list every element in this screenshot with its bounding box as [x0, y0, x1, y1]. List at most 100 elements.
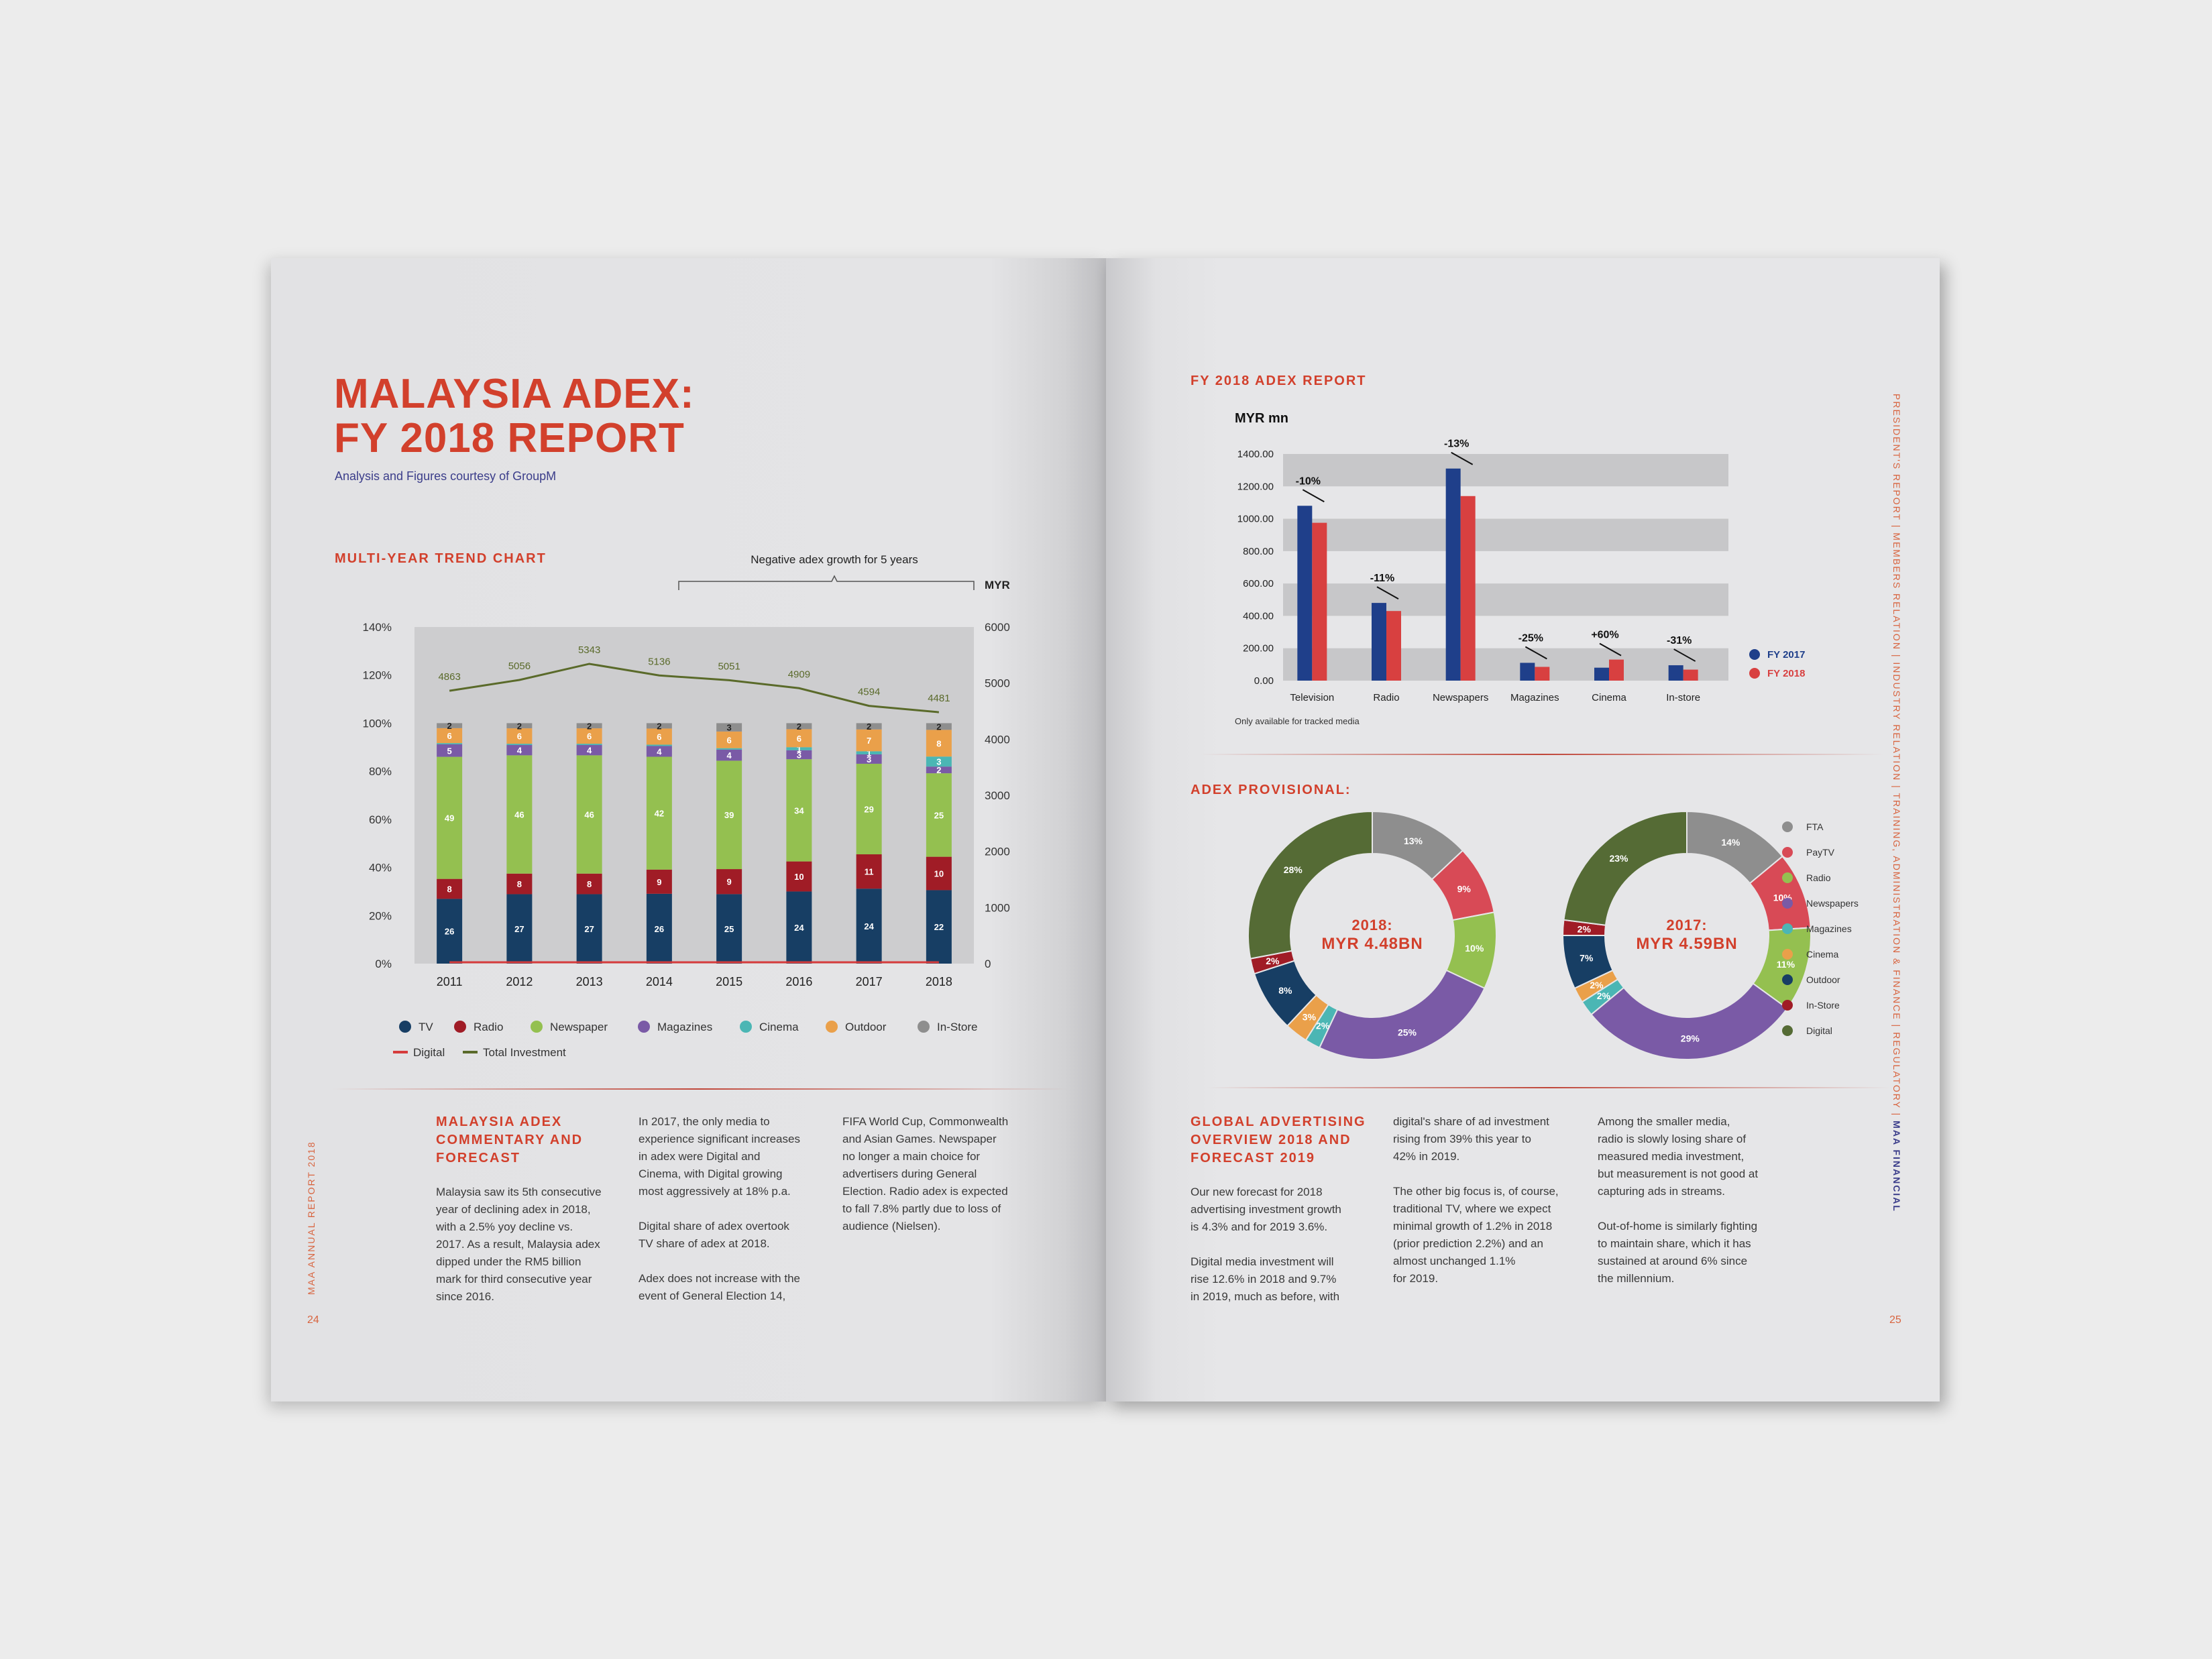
provisional-heading: ADEX PROVISIONAL:: [1191, 783, 1351, 797]
bar-segment-magazines: [926, 766, 952, 774]
bar-value-label: 8: [587, 879, 592, 889]
bar-segment-magazines: [576, 745, 602, 756]
legend-label: Radio: [1806, 872, 1831, 883]
bar-segment-tv: [506, 894, 533, 964]
bar-value-label: 6: [587, 732, 592, 742]
bar-segment-magazines: [716, 749, 742, 761]
side-nav-item[interactable]: MEMBERS RELATION: [1891, 532, 1902, 650]
total-investment-label: 4481: [928, 693, 950, 704]
x-tick: Television: [1290, 692, 1334, 703]
grid-band: [1283, 518, 1728, 551]
bar-segment-cinema: [437, 743, 463, 745]
side-nav-item[interactable]: PRESIDENT'S REPORT: [1891, 394, 1902, 521]
legend-label: Magazines: [657, 1021, 712, 1033]
bar-segment-magazines: [646, 746, 672, 757]
fy-adex-heading: FY 2018 ADEX REPORT: [1191, 374, 1367, 388]
bar-value-label: 46: [584, 810, 594, 820]
bar-segment-in-store: [437, 723, 463, 728]
y-right-tick: 5000: [985, 677, 1010, 690]
y-right-tick: 3000: [985, 789, 1010, 802]
bar-fy-2018: [1460, 496, 1476, 681]
side-nav-item[interactable]: REGULATORY: [1891, 1032, 1902, 1109]
side-nav-item[interactable]: MAA FINANCIAL: [1891, 1121, 1902, 1212]
report-title-line1: MALAYSIA ADEX:: [334, 371, 695, 417]
left-page: MALAYSIA ADEX: FY 2018 REPORT Analysis a…: [271, 258, 1106, 1401]
bar-segment-outdoor: [856, 729, 882, 752]
bar-value-label: 7: [867, 736, 871, 746]
bar-segment-outdoor: [576, 728, 602, 744]
bar-segment-outdoor: [926, 730, 952, 757]
bar-segment-newspaper: [646, 756, 672, 870]
y-tick: 1000.00: [1237, 514, 1274, 525]
x-tick: 2016: [785, 975, 812, 988]
donut-slice-label: 9%: [1457, 883, 1472, 894]
bar-segment-in-store: [786, 723, 812, 730]
bar-value-label: 34: [794, 805, 804, 815]
total-investment-label: 5051: [718, 661, 740, 672]
side-nav-item[interactable]: INDUSTRY RELATION: [1891, 662, 1902, 782]
side-nav-item[interactable]: TRAINING, ADMINISTRATION & FINANCE: [1891, 793, 1902, 1021]
bar-value-label: 26: [655, 924, 664, 934]
change-label: -13%: [1444, 439, 1469, 450]
bar-value-label: 3: [867, 754, 871, 764]
y-tick: 800.00: [1243, 546, 1274, 557]
donut-slice-label: 14%: [1721, 837, 1740, 848]
y-left-tick: 40%: [369, 862, 392, 874]
change-arrow: [1302, 489, 1325, 503]
bar-segment-radio: [856, 854, 882, 889]
legend-label: Newspapers: [1806, 898, 1859, 909]
chart-title: MYR mn: [1235, 411, 1288, 426]
bar-segment-radio: [786, 861, 812, 892]
adex-provisional-donuts: 13%9%10%25%2%3%8%2%28%2018:MYR 4.48BN14%…: [1248, 810, 1859, 1060]
donut-slice-label: 28%: [1284, 864, 1303, 875]
bar-value-label: 3: [936, 757, 941, 767]
legend-swatch-newspaper: [531, 1021, 543, 1033]
total-investment-label: 4909: [788, 669, 810, 680]
x-tick: 2012: [506, 975, 533, 988]
global-col1: Our new forecast for 2018 advertising in…: [1191, 1186, 1341, 1303]
commentary-heading: MALAYSIA ADEX COMMENTARY AND FORECAST: [436, 1114, 584, 1165]
legend-swatch: [1749, 649, 1760, 660]
bar-segment-tv: [856, 889, 882, 964]
bar-fy-2018: [1386, 611, 1401, 681]
legend-label: Radio: [474, 1021, 503, 1033]
legend-label: In-Store: [937, 1021, 977, 1033]
bar-value-label: 25: [724, 924, 734, 934]
side-nav-separator: |: [1891, 1108, 1902, 1121]
bar-segment-in-store: [856, 723, 882, 730]
section-side-nav: PRESIDENT'S REPORT | MEMBERS RELATION | …: [1891, 394, 1902, 1212]
annotation-text: Negative adex growth for 5 years: [751, 553, 918, 566]
bar-segment-newspaper: [437, 756, 463, 879]
grid-band: [1283, 648, 1728, 681]
change-label: -25%: [1518, 632, 1543, 644]
donut-center-value: MYR 4.48BN: [1321, 935, 1423, 953]
bar-segment-newspaper: [716, 760, 742, 870]
y-tick: 200.00: [1243, 643, 1274, 654]
bar-value-label: 24: [794, 923, 804, 933]
bar-segment-newspaper: [506, 755, 533, 874]
bar-segment-radio: [506, 873, 533, 895]
bar-segment-tv: [786, 891, 812, 964]
total-investment-label: 5056: [508, 661, 531, 672]
y-left-tick: 140%: [363, 621, 392, 634]
bar-value-label: 6: [727, 735, 732, 745]
bar-value-label: 2: [936, 722, 941, 732]
bar-value-label: 4: [727, 750, 732, 760]
legend-label: Newspaper: [550, 1021, 608, 1033]
bar-fy-2017: [1372, 603, 1386, 681]
legend-label: FY 2018: [1767, 668, 1805, 679]
y-right-unit: MYR: [985, 579, 1010, 591]
annual-report-side-label: MAA ANNUAL REPORT 2018: [306, 1141, 317, 1295]
legend-label: Total Investment: [483, 1046, 566, 1059]
y-tick: 400.00: [1243, 610, 1274, 622]
legend-swatch-cinema: [1782, 949, 1793, 960]
bar-value-label: 29: [864, 804, 873, 814]
change-label: -11%: [1370, 573, 1394, 584]
bar-segment-tv: [716, 894, 742, 964]
y-right-tick: 1000: [985, 901, 1010, 914]
legend-label: Magazines: [1806, 923, 1852, 934]
x-tick: 2018: [926, 975, 952, 988]
y-tick: 600.00: [1243, 578, 1274, 589]
bar-value-label: 11: [865, 867, 874, 877]
trend-chart-heading: MULTI-YEAR TREND CHART: [335, 551, 547, 566]
